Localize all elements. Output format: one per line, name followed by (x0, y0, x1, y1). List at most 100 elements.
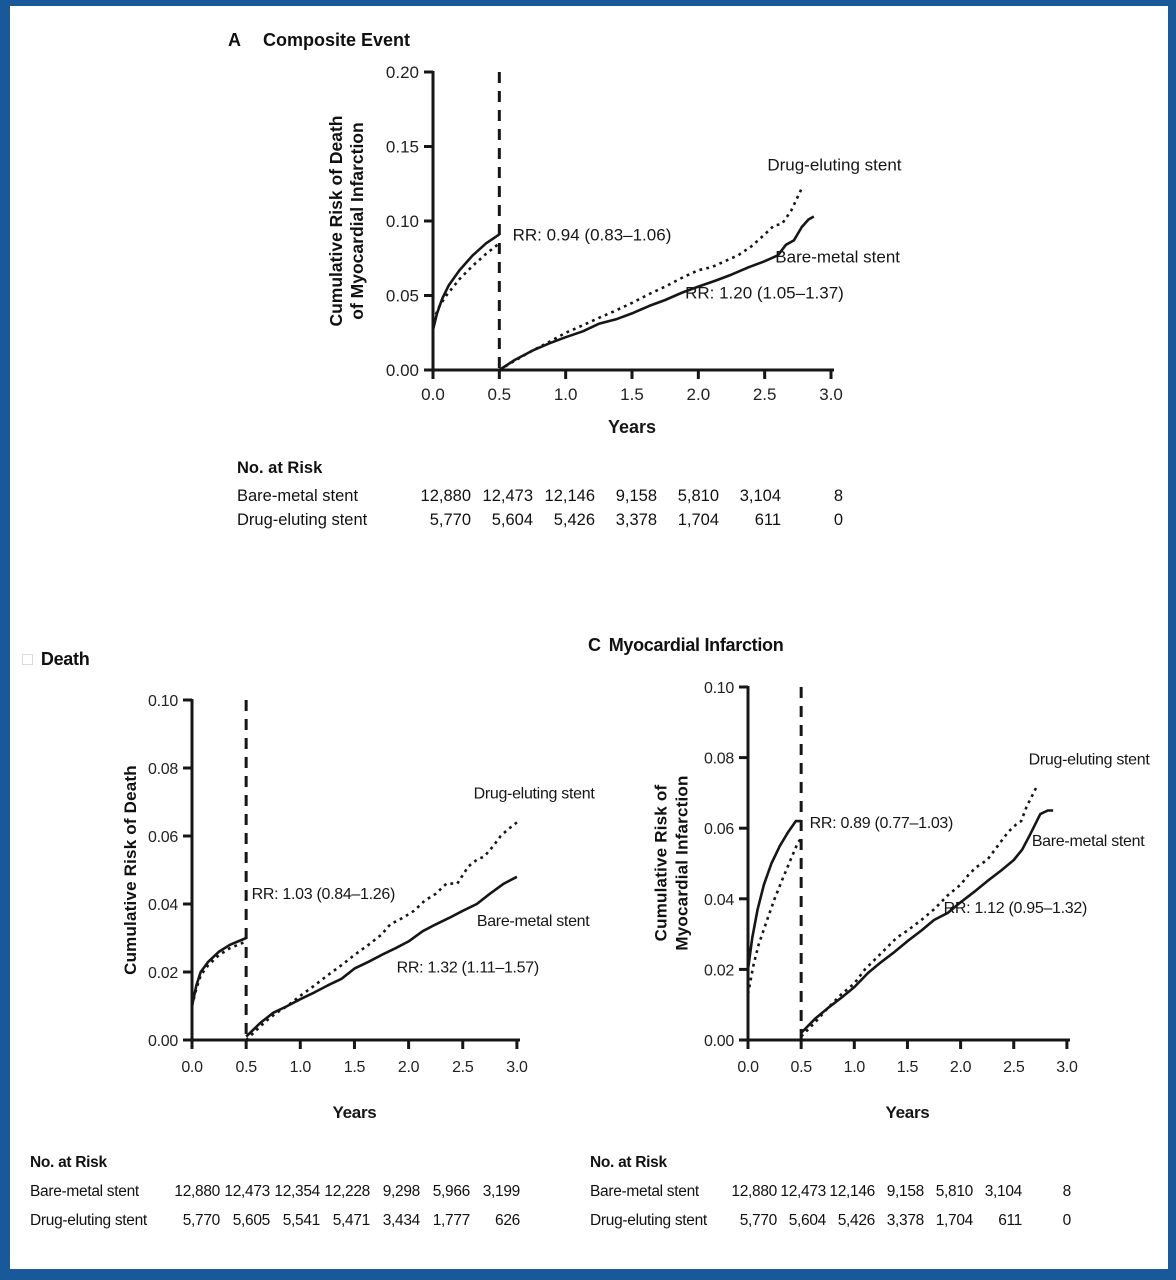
frame-border-right (1168, 0, 1176, 1280)
risk-table-row: Drug-eluting stent 5,770 5,604 5,426 3,378 1,… (590, 1206, 1071, 1235)
risk-table-row: Drug-eluting stent 5,770 5,604 5,426 3,378 1,… (237, 508, 843, 533)
panel-c-risk-table: No. at Risk Bare-metal stent 12,880 12,473 1… (590, 1148, 1071, 1235)
y-tick-label: 0.10 (704, 680, 734, 697)
curve-drug-eluting-stent (498, 187, 803, 372)
risk-count: 9,158 (615, 486, 657, 505)
risk-count: 3,434 (382, 1212, 421, 1229)
no-at-risk-label: No. at Risk (590, 1154, 667, 1171)
risk-count: 12,473 (224, 1183, 270, 1200)
curve-bare-metal-stent (800, 809, 1054, 1034)
panel-a-title: A Composite Event (228, 30, 410, 51)
x-tick-label: 1.5 (344, 1059, 366, 1076)
risk-count: 5,770 (429, 511, 471, 529)
x-tick-label: 1.5 (620, 385, 644, 404)
y-tick-label: 0.04 (148, 897, 178, 914)
risk-count: 9,158 (886, 1183, 925, 1200)
y-tick-label: 0.06 (148, 829, 178, 846)
curve-bare-metal-stent (746, 819, 802, 970)
panel-a-title-text: Composite Event (263, 30, 411, 50)
x-tick-label: 0.5 (235, 1059, 257, 1076)
y-tick-label: 0.08 (704, 751, 734, 768)
rr-annotation: RR: 0.94 (0.83–1.06) (513, 225, 672, 244)
curve-bare-metal-stent (245, 875, 518, 1038)
x-tick-label: 2.5 (452, 1059, 474, 1076)
risk-count: 5,810 (935, 1183, 974, 1200)
panel-b-title: □ Death (22, 649, 90, 670)
rr-annotation: RR: 0.89 (0.77–1.03) (810, 815, 953, 832)
y-tick-label: 0.00 (704, 1033, 734, 1050)
risk-count: 3,104 (984, 1183, 1023, 1200)
curve-drug-eluting-stent (431, 242, 501, 322)
y-tick-label: 0.00 (386, 361, 419, 380)
risk-count: 3,199 (482, 1183, 521, 1200)
risk-count: 0 (833, 511, 843, 529)
risk-table-row: Bare-metal stent 12,880 12,473 12,146 9,158 5… (590, 1177, 1071, 1206)
risk-count: 5,426 (837, 1212, 876, 1229)
x-tick-label: 1.0 (290, 1059, 312, 1076)
x-tick-label: 1.5 (897, 1059, 919, 1076)
risk-count: 12,146 (544, 486, 595, 505)
risk-row-label: Bare-metal stent (30, 1183, 139, 1200)
risk-row-label: Drug-eluting stent (237, 511, 368, 529)
risk-table-row: Bare-metal stent 12,880 12,473 12,354 12,228… (30, 1177, 520, 1206)
y-tick-label: 0.00 (148, 1033, 178, 1050)
y-tick-label: 0.05 (386, 287, 419, 306)
series-label: Drug-eluting stent (1029, 752, 1151, 769)
x-axis-title: Years (333, 1103, 377, 1122)
risk-count: 5,604 (788, 1212, 827, 1229)
panel-b-risk-table: No. at Risk Bare-metal stent 12,880 12,473 1… (30, 1148, 520, 1235)
y-tick-label: 0.06 (704, 821, 734, 838)
rr-annotation: RR: 1.12 (0.95–1.32) (944, 900, 1087, 917)
risk-count: 1,704 (677, 511, 719, 529)
risk-count: 5,426 (553, 511, 595, 529)
y-tick-label: 0.02 (148, 965, 178, 982)
risk-count: 0 (1062, 1212, 1072, 1229)
x-tick-label: 2.0 (687, 385, 711, 404)
risk-count: 12,880 (420, 486, 471, 505)
y-tick-label: 0.10 (148, 693, 178, 710)
risk-count: 1,777 (432, 1212, 471, 1229)
risk-row-label: Bare-metal stent (237, 486, 359, 505)
x-tick-label: 0.0 (181, 1059, 203, 1076)
risk-count: 5,541 (282, 1212, 321, 1229)
risk-count: 611 (998, 1212, 1022, 1229)
risk-count: 12,473 (780, 1183, 826, 1200)
x-tick-label: 3.0 (819, 385, 843, 404)
risk-table-row: Bare-metal stent 12,880 12,473 12,146 9,158 5… (237, 484, 843, 509)
risk-count: 5,471 (332, 1212, 371, 1229)
x-tick-label: 2.5 (753, 385, 777, 404)
series-label: Drug-eluting stent (767, 155, 901, 174)
series-label: Bare-metal stent (1032, 833, 1145, 850)
panel-a-risk-table: No. at Risk Bare-metal stent 12,880 12,473 1… (237, 456, 843, 533)
panel-b-title-text: Death (40, 649, 90, 669)
risk-count: 626 (495, 1212, 520, 1229)
series-label: Bare-metal stent (477, 913, 590, 930)
risk-count: 611 (754, 511, 781, 529)
risk-row-label: Drug-eluting stent (590, 1212, 707, 1229)
risk-row-label: Bare-metal stent (590, 1183, 699, 1200)
risk-count: 5,770 (182, 1212, 221, 1229)
x-tick-label: 2.5 (1003, 1059, 1025, 1076)
risk-count: 5,605 (232, 1212, 271, 1229)
curve-drug-eluting-stent (746, 837, 803, 995)
y-tick-label: 0.20 (386, 63, 419, 82)
rr-annotation: RR: 1.20 (1.05–1.37) (685, 283, 844, 302)
y-tick-label: 0.08 (148, 761, 178, 778)
panel-c-title-text: Myocardial Infarction (608, 635, 784, 655)
series-label: Drug-eluting stent (474, 786, 596, 803)
risk-count: 12,880 (174, 1183, 220, 1200)
x-tick-label: 0.0 (737, 1059, 759, 1076)
panel-a-letter: A (228, 30, 241, 50)
frame-border-top (0, 0, 1176, 6)
risk-count: 8 (1062, 1183, 1072, 1200)
risk-table-row: Drug-eluting stent 5,770 5,605 5,541 5,471 3,… (30, 1206, 520, 1235)
y-tick-label: 0.02 (704, 962, 734, 979)
rr-annotation: RR: 1.03 (0.84–1.26) (252, 886, 395, 903)
panel-c-title: C Myocardial Infarction (588, 635, 784, 656)
no-at-risk-label: No. at Risk (30, 1154, 107, 1171)
x-tick-label: 3.0 (1056, 1059, 1078, 1076)
panel-c-letter: C (588, 635, 601, 655)
x-axis-title: Years (886, 1103, 930, 1122)
panel-b-letter-missing-glyph: □ (22, 649, 33, 669)
